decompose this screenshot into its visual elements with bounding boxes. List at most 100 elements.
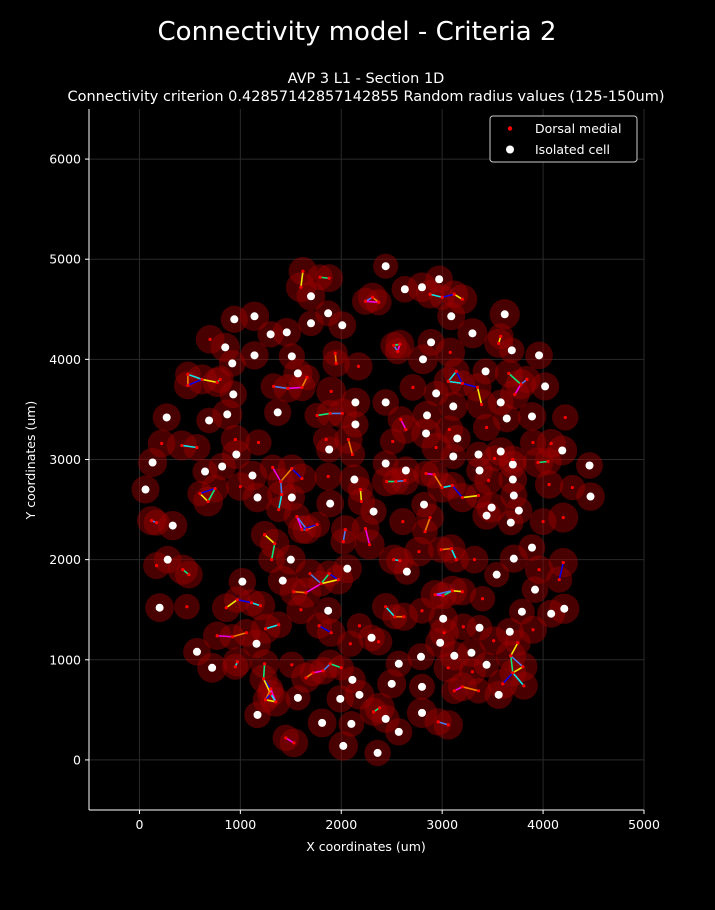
connectivity-edge bbox=[558, 562, 565, 580]
dorsal-medial-point bbox=[273, 542, 277, 546]
isolated-cell-point bbox=[423, 411, 432, 420]
dorsal-medial-point bbox=[432, 472, 436, 477]
connectivity-edge bbox=[364, 528, 371, 545]
isolated-cell-point bbox=[387, 679, 396, 688]
dorsal-medial-point bbox=[300, 528, 304, 532]
dorsal-medial-point bbox=[440, 295, 444, 299]
dorsal-medial-point bbox=[279, 479, 283, 484]
connectivity-edge bbox=[510, 655, 524, 668]
dorsal-medial-point bbox=[317, 624, 321, 628]
dorsal-medial-point bbox=[511, 671, 515, 675]
connectivity-edge bbox=[296, 516, 303, 530]
connectivity-edge bbox=[309, 573, 322, 585]
isolated-cell-point bbox=[155, 603, 164, 612]
dorsal-medial-point bbox=[326, 474, 330, 479]
dorsal-medial-point bbox=[452, 292, 456, 296]
x-axis-label: X coordinates (um) bbox=[306, 839, 426, 854]
dorsal-medial-point bbox=[403, 478, 407, 483]
isolated-cell-point bbox=[266, 330, 275, 339]
connectivity-edge bbox=[342, 529, 347, 542]
connectivity-edge bbox=[270, 543, 276, 560]
dorsal-medial-point bbox=[476, 689, 481, 693]
dorsal-medial-point bbox=[233, 665, 237, 669]
dorsal-medial-point bbox=[311, 671, 315, 675]
connectivity-edge bbox=[502, 672, 514, 685]
connectivity-edge bbox=[508, 372, 522, 385]
dorsal-medial-point bbox=[328, 411, 332, 416]
isolated-cell-point bbox=[514, 506, 523, 515]
dorsal-medial-point bbox=[509, 654, 513, 658]
connectivity-edge bbox=[334, 353, 338, 364]
connectivity-edge bbox=[452, 589, 463, 593]
dorsal-medial-point bbox=[356, 364, 361, 368]
dorsal-medial-point bbox=[185, 605, 189, 609]
x-tick-label: 0 bbox=[135, 817, 143, 832]
dorsal-medial-point bbox=[522, 684, 526, 688]
isolated-cell-point bbox=[507, 346, 516, 355]
dorsal-medial-point bbox=[398, 559, 402, 563]
dorsal-medial-point bbox=[401, 519, 405, 524]
dorsal-medial-point bbox=[235, 598, 239, 602]
dorsal-medial-point bbox=[327, 572, 331, 576]
isolated-cell-point bbox=[218, 462, 227, 471]
isolated-cell-point bbox=[248, 471, 257, 480]
isolated-cell-point bbox=[252, 639, 261, 648]
isolated-cell-point bbox=[419, 355, 428, 364]
connectivity-edge bbox=[462, 686, 479, 692]
dorsal-medial-point bbox=[261, 677, 266, 681]
dorsal-medial-point bbox=[286, 386, 290, 390]
isolated-cell-point bbox=[162, 413, 171, 422]
dorsal-medial-point bbox=[300, 476, 304, 481]
dorsal-medial-point bbox=[511, 457, 515, 462]
connectivity-edge bbox=[271, 467, 282, 482]
connectivity-edge bbox=[273, 385, 288, 390]
isolated-cell-point bbox=[531, 585, 540, 594]
isolated-cell-point bbox=[307, 319, 315, 328]
dorsal-medial-point bbox=[417, 550, 421, 554]
isolated-cell-point bbox=[228, 359, 237, 368]
legend-label-dorsal-medial: Dorsal medial bbox=[535, 121, 621, 136]
dorsal-medial-point bbox=[315, 522, 319, 527]
x-tick-label: 5000 bbox=[628, 817, 660, 832]
dorsal-medial-point bbox=[547, 482, 551, 487]
dorsal-medial-point bbox=[230, 635, 234, 639]
dorsal-medial-point bbox=[274, 700, 278, 704]
dorsal-medial-point bbox=[541, 519, 545, 524]
y-tick-label: 6000 bbox=[49, 152, 81, 167]
y-tick-label: 2000 bbox=[49, 552, 81, 567]
dorsal-medial-point bbox=[195, 445, 199, 450]
y-axis-label: Y coordinates (um) bbox=[23, 401, 38, 521]
chart-title-line1: AVP 3 L1 - Section 1D bbox=[288, 71, 445, 87]
dorsal-medial-point bbox=[299, 285, 303, 289]
connectivity-edge bbox=[237, 598, 252, 604]
dorsal-medial-point bbox=[384, 605, 388, 609]
connectivity-edge bbox=[450, 548, 458, 560]
dorsal-medial-point bbox=[249, 601, 254, 605]
dorsal-medial-point bbox=[460, 381, 464, 385]
dorsal-medial-point bbox=[370, 295, 375, 299]
isolated-cell-point bbox=[449, 402, 458, 411]
dorsal-medial-point bbox=[244, 631, 249, 635]
isolated-cell-point bbox=[502, 414, 511, 423]
isolated-cell-point bbox=[338, 321, 347, 330]
dorsal-medial-point bbox=[315, 413, 319, 418]
connectivity-edge bbox=[433, 474, 443, 488]
isolated-cell-point bbox=[401, 466, 410, 475]
figure-suptitle: Connectivity model - Criteria 2 bbox=[158, 17, 557, 47]
isolated-cell-point bbox=[205, 416, 214, 425]
dorsal-medial-point bbox=[305, 528, 309, 532]
dorsal-medial-point bbox=[563, 415, 567, 420]
isolated-cell-point bbox=[343, 564, 352, 573]
dorsal-medial-point bbox=[155, 520, 159, 525]
dorsal-medial-point bbox=[396, 349, 400, 353]
dorsal-medial-point bbox=[475, 385, 480, 389]
dorsal-medial-point bbox=[411, 385, 415, 389]
dorsal-medial-point bbox=[272, 384, 276, 388]
isolated-cell-point bbox=[447, 312, 456, 321]
connectivity-edge bbox=[291, 467, 303, 480]
connectivity-edge bbox=[429, 293, 443, 299]
dorsal-medial-point bbox=[346, 437, 350, 442]
isolated-cell-point bbox=[324, 606, 333, 615]
dorsal-medial-point bbox=[499, 334, 503, 338]
